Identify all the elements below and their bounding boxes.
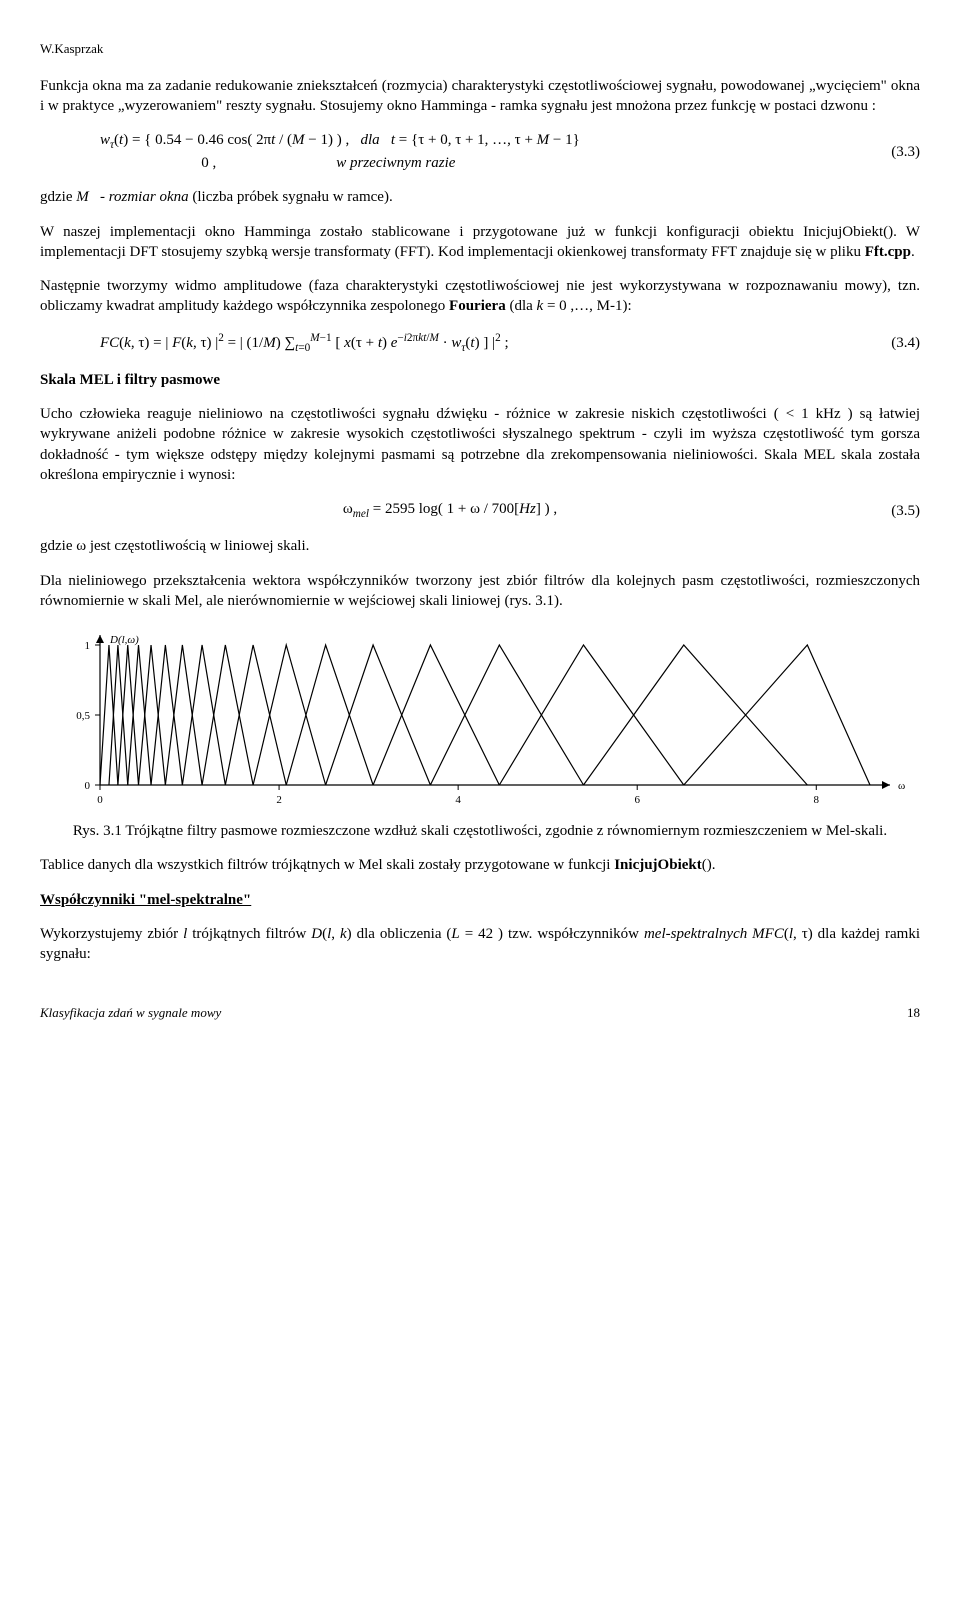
paragraph-1: Funkcja okna ma za zadanie redukowanie z… [40,76,920,117]
equation-3-5-body: ωmel = 2595 log( 1 + ω / 700[Hz] ) , [40,499,860,522]
paragraph-8: Wykorzystujemy zbiór l trójkątnych filtr… [40,924,920,965]
equation-3-4-number: (3.4) [860,333,920,353]
equation-3-4-body: FC(k, τ) = | F(k, τ) |2 = | (1/M) ∑t=0M−… [40,331,860,356]
paragraph-4: Ucho człowieka reaguje nieliniowo na czę… [40,404,920,485]
paragraph-3: Następnie tworzymy widmo amplitudowe (fa… [40,276,920,317]
equation-3-3-body: wτ(t) = { 0.54 − 0.46 cos( 2πt / (M − 1)… [40,130,860,173]
footer-page-number: 18 [907,1004,920,1022]
figure-3-1: 0 2 4 6 8 0 0,5 1 D(l,ω) ω [40,625,920,815]
svg-text:8: 8 [814,794,820,806]
paragraph-5: gdzie ω jest częstotliwością w liniowej … [40,536,920,556]
section-title-mfc: Współczynniki "mel-spektralne" [40,890,920,910]
equation-3-5: ωmel = 2595 log( 1 + ω / 700[Hz] ) , (3.… [40,499,920,522]
svg-text:2: 2 [276,794,282,806]
page-footer: Klasyfikacja zdań w sygnale mowy 18 [40,1004,920,1022]
footer-title: Klasyfikacja zdań w sygnale mowy [40,1004,221,1022]
svg-text:ω: ω [898,780,905,792]
equation-3-5-number: (3.5) [860,501,920,521]
svg-text:0,5: 0,5 [76,710,90,722]
page-header-author: W.Kasprzak [40,40,920,58]
paragraph-7: Tablice danych dla wszystkich filtrów tr… [40,855,920,875]
svg-text:6: 6 [634,794,640,806]
equation-3-4: FC(k, τ) = | F(k, τ) |2 = | (1/M) ∑t=0M−… [40,331,920,356]
gdzie-m-line: gdzie M - rozmiar okna (liczba próbek sy… [40,187,920,207]
figure-3-1-caption: Rys. 3.1 Trójkątne filtry pasmowe rozmie… [40,821,920,841]
svg-text:0: 0 [97,794,103,806]
equation-3-3-number: (3.3) [860,142,920,162]
paragraph-6: Dla nieliniowego przekształcenia wektora… [40,571,920,612]
section-title-mel: Skala MEL i filtry pasmowe [40,370,920,390]
figure-3-1-svg: 0 2 4 6 8 0 0,5 1 D(l,ω) ω [40,625,920,815]
svg-text:4: 4 [455,794,461,806]
equation-3-3: wτ(t) = { 0.54 − 0.46 cos( 2πt / (M − 1)… [40,130,920,173]
paragraph-2: W naszej implementacji okno Hamminga zos… [40,222,920,263]
svg-text:0: 0 [85,780,91,792]
svg-text:1: 1 [85,640,91,652]
svg-text:D(l,ω): D(l,ω) [109,634,139,646]
